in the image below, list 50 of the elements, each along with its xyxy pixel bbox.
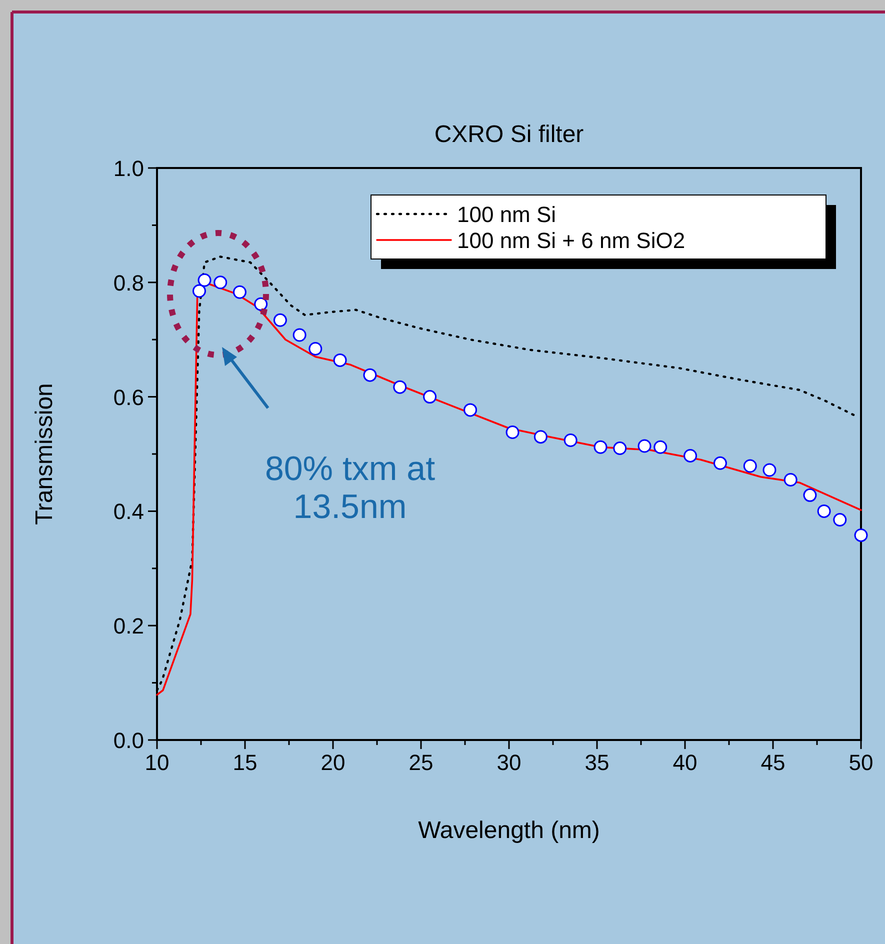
y-tick-label: 1.0 — [113, 156, 144, 181]
point — [464, 403, 478, 417]
point — [817, 504, 831, 518]
point — [833, 513, 847, 527]
x-tick-label: 10 — [144, 750, 170, 775]
point — [684, 448, 698, 462]
x-tick-label: 35 — [584, 750, 610, 775]
x-tick-label: 45 — [760, 750, 786, 775]
point — [762, 463, 776, 477]
point — [292, 328, 306, 342]
point — [273, 313, 287, 327]
point — [654, 440, 668, 454]
point — [854, 528, 868, 542]
y-tick-label: 0.0 — [113, 728, 144, 753]
point — [214, 276, 228, 290]
point — [192, 284, 206, 298]
point — [638, 439, 652, 453]
point — [308, 342, 322, 356]
point — [743, 459, 757, 473]
point — [423, 390, 437, 404]
point — [613, 442, 627, 456]
chart-title: CXRO Si filter — [434, 121, 584, 148]
x-tick-label: 15 — [232, 750, 258, 775]
x-tick-label: 20 — [320, 750, 346, 775]
point — [564, 434, 578, 448]
y-tick-label: 0.2 — [113, 614, 144, 639]
point — [232, 285, 246, 299]
y-tick-label: 0.8 — [113, 270, 144, 296]
point — [534, 430, 548, 444]
x-tick-label: 50 — [848, 750, 874, 775]
x-tick-label: 30 — [496, 750, 522, 775]
point — [393, 380, 407, 394]
point — [333, 353, 347, 367]
y-axis-title: Transmission — [31, 383, 58, 525]
point — [803, 488, 817, 502]
legend-label: 100 nm Si + 6 nm SiO2 — [457, 228, 686, 253]
annotation: 80% txm at 13.5nm — [264, 450, 436, 526]
x-tick-label: 40 — [672, 750, 698, 775]
y-tick-label: 0.4 — [113, 499, 144, 524]
x-axis-title: Wavelength (nm) — [418, 817, 600, 844]
point — [784, 472, 798, 486]
legend-label: 100 nm Si — [457, 202, 556, 227]
point — [198, 273, 212, 287]
point — [254, 297, 268, 311]
x-tick-label: 25 — [408, 750, 434, 775]
point — [363, 368, 377, 382]
point — [713, 456, 727, 470]
point — [594, 440, 608, 454]
point — [506, 426, 520, 440]
y-tick-label: 0.6 — [113, 384, 144, 410]
